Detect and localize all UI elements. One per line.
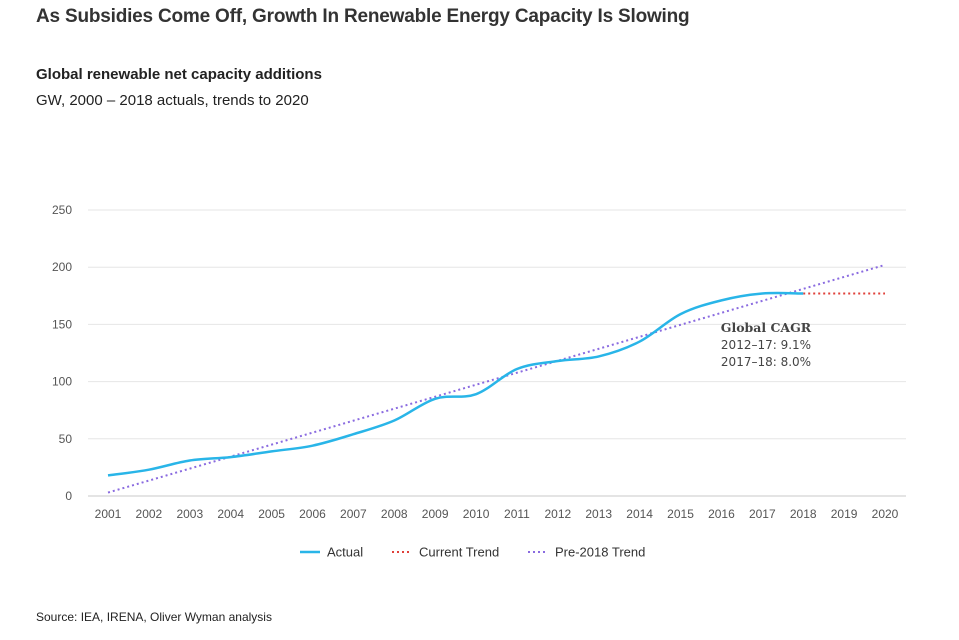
- x-tick-label: 2011: [504, 507, 530, 521]
- x-tick-label: 2008: [381, 507, 408, 521]
- y-tick-label: 150: [52, 317, 72, 331]
- page-title: As Subsidies Come Off, Growth In Renewab…: [36, 6, 690, 27]
- legend-label-pre-2018-trend: Pre-2018 Trend: [555, 545, 645, 560]
- chart-unit-label: GW, 2000 – 2018 actuals, trends to 2020: [36, 92, 309, 109]
- legend-label-actual: Actual: [327, 545, 363, 560]
- x-tick-label: 2006: [299, 507, 326, 521]
- x-axis-ticks: 2001 2002 2003 2004 2005 2006 2007 2008 2009 2010…: [95, 507, 899, 521]
- x-tick-label: 2007: [340, 507, 367, 521]
- cagr-annotation: Global CAGR 2012–17: 9.1% 2017–18: 8.0%: [721, 320, 812, 369]
- y-tick-label: 250: [52, 203, 72, 217]
- x-tick-label: 2018: [790, 507, 817, 521]
- x-tick-label: 2014: [626, 507, 653, 521]
- x-tick-label: 2002: [136, 507, 163, 521]
- source-note: Source: IEA, IRENA, Oliver Wyman analysi…: [36, 610, 272, 624]
- y-axis-ticks: 0 50 100 150 200 250: [52, 203, 72, 503]
- x-tick-label: 2016: [708, 507, 735, 521]
- annotation-line-2: 2017–18: 8.0%: [721, 355, 811, 369]
- x-tick-label: 2013: [585, 507, 612, 521]
- x-tick-label: 2017: [749, 507, 776, 521]
- annotation-title: Global CAGR: [721, 320, 812, 335]
- legend-label-current-trend: Current Trend: [419, 545, 499, 560]
- series-line-actual: [107, 291, 804, 477]
- x-tick-label: 2009: [422, 507, 449, 521]
- x-tick-label: 2001: [95, 507, 122, 521]
- x-tick-label: 2015: [667, 507, 694, 521]
- chart-legend: Actual Current Trend Pre-2018 Trend: [300, 545, 645, 560]
- y-tick-label: 200: [52, 260, 72, 274]
- x-tick-label: 2019: [831, 507, 858, 521]
- x-tick-label: 2005: [258, 507, 285, 521]
- x-tick-label: 2003: [176, 507, 203, 521]
- chart-subtitle: Global renewable net capacity additions: [36, 66, 322, 83]
- annotation-line-1: 2012–17: 9.1%: [721, 338, 811, 352]
- y-tick-label: 0: [65, 489, 72, 503]
- x-tick-label: 2010: [463, 507, 490, 521]
- x-tick-label: 2004: [217, 507, 244, 521]
- x-tick-label: 2012: [544, 507, 571, 521]
- y-tick-label: 100: [52, 375, 72, 389]
- series-group: [107, 263, 886, 494]
- y-tick-label: 50: [59, 432, 73, 446]
- x-tick-label: 2020: [872, 507, 899, 521]
